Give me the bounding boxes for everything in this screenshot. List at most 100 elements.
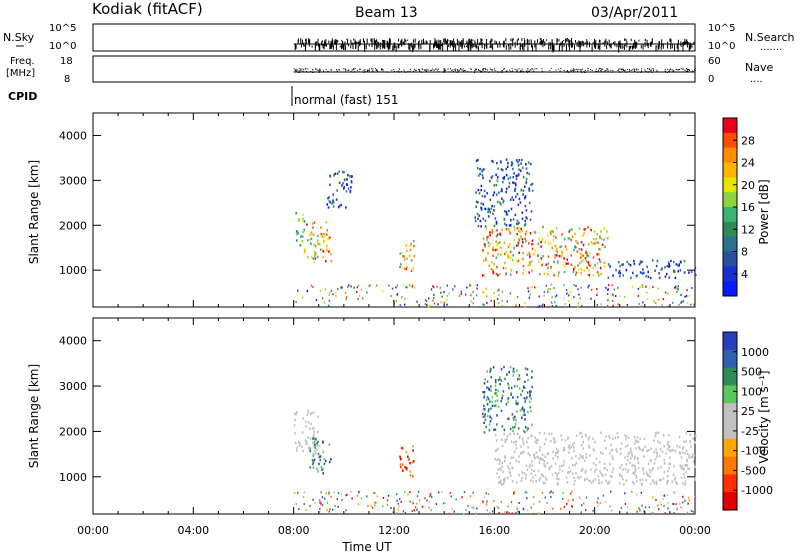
nsky-trace <box>598 45 600 49</box>
y-tick-label: 2000 <box>59 425 87 438</box>
freq-trace <box>451 70 453 71</box>
range-cell <box>531 434 533 437</box>
range-cell <box>510 440 513 443</box>
range-cell <box>428 305 430 308</box>
range-cell <box>487 252 489 255</box>
range-cell <box>581 260 583 263</box>
nsky-trace <box>446 45 448 51</box>
range-cell <box>314 251 316 254</box>
nsky-trace <box>521 45 523 47</box>
nsky-trace <box>565 38 567 43</box>
range-cell <box>517 229 520 233</box>
nsky-trace <box>472 39 474 42</box>
range-cell <box>399 265 401 269</box>
nsky-trace <box>476 45 478 50</box>
freq-trace <box>372 70 374 72</box>
range-cell <box>446 303 448 306</box>
freq-trace <box>426 68 428 70</box>
range-cell <box>657 431 660 434</box>
range-cell <box>483 421 485 424</box>
nsky-trace <box>383 42 385 48</box>
freq-trace <box>591 69 593 71</box>
range-cell <box>592 479 595 482</box>
range-cell <box>307 409 309 413</box>
freq-trace <box>501 70 503 71</box>
range-cell <box>600 230 602 233</box>
range-cell <box>453 510 455 513</box>
range-cell <box>643 510 645 513</box>
nsky-trace <box>494 40 496 45</box>
range-cell <box>330 253 332 256</box>
freq-trace <box>330 69 332 70</box>
range-cell <box>432 285 434 288</box>
range-cell <box>588 269 590 272</box>
range-cell <box>333 173 335 176</box>
range-cell <box>667 305 670 308</box>
range-cell <box>670 259 672 263</box>
nsky-trace <box>559 44 561 46</box>
range-cell <box>667 470 669 473</box>
freq-trace <box>300 69 302 71</box>
freq-trace <box>694 69 695 71</box>
range-cell <box>496 233 499 236</box>
range-cell <box>315 452 317 455</box>
range-cell <box>593 242 596 245</box>
range-cell <box>495 439 498 442</box>
colorbar-tick-label: 12 <box>741 223 755 236</box>
range-cell <box>593 449 595 452</box>
freq-trace <box>316 69 318 71</box>
range-cell <box>683 260 686 263</box>
range-cell <box>343 178 346 181</box>
freq-trace <box>580 68 582 70</box>
nsky-trace <box>616 43 618 48</box>
range-cell <box>513 450 516 454</box>
range-cell <box>412 475 414 478</box>
nsky-trace <box>370 38 372 42</box>
range-cell <box>600 431 602 434</box>
range-cell <box>561 250 563 253</box>
range-cell <box>577 302 580 305</box>
range-cell <box>557 471 560 475</box>
range-cell <box>474 216 476 219</box>
range-cell <box>507 383 510 387</box>
range-cell <box>472 291 474 294</box>
range-cell <box>530 210 533 213</box>
range-cell <box>320 501 322 504</box>
range-cell <box>523 429 525 432</box>
range-cell <box>636 480 638 483</box>
range-cell <box>342 170 344 174</box>
range-cell <box>513 188 516 192</box>
range-cell <box>573 284 575 286</box>
range-cell <box>402 510 405 513</box>
range-cell <box>430 509 432 512</box>
range-cell <box>350 175 353 178</box>
range-cell <box>527 287 529 290</box>
range-cell <box>477 225 480 228</box>
range-cell <box>509 256 512 260</box>
range-cell <box>562 463 565 466</box>
range-cell <box>531 247 534 250</box>
range-cell <box>486 236 488 239</box>
range-cell <box>646 449 649 453</box>
range-cell <box>375 284 378 287</box>
range-cell <box>424 299 427 302</box>
range-cell <box>647 270 649 274</box>
range-cell <box>492 271 495 275</box>
range-cell <box>298 444 301 447</box>
range-cell <box>524 302 526 304</box>
nsky-trace <box>429 43 431 50</box>
nsky-trace <box>433 43 434 49</box>
range-cell <box>489 415 491 418</box>
colorbar-swatch <box>723 132 737 149</box>
nsky-trace <box>461 44 463 49</box>
range-cell <box>297 441 300 444</box>
range-cell <box>673 286 676 289</box>
range-cell <box>557 261 559 265</box>
range-cell <box>528 400 531 403</box>
range-cell <box>307 436 309 439</box>
range-cell <box>421 505 424 508</box>
range-cell <box>498 507 500 510</box>
range-cell <box>412 449 414 452</box>
range-cell <box>516 384 519 388</box>
range-cell <box>663 462 666 465</box>
